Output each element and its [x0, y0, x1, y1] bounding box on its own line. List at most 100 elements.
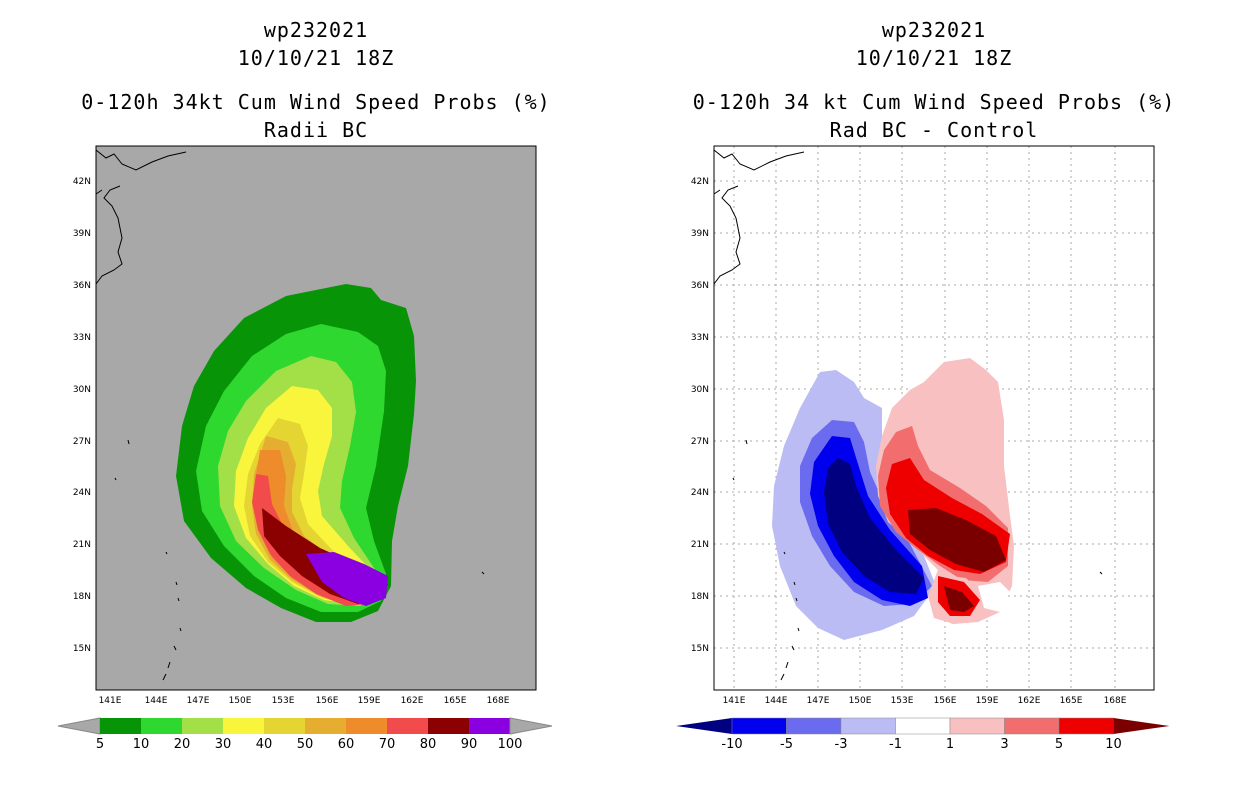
right-title-datetime: 10/10/21 18Z [855, 46, 1013, 70]
right-lon-labels: 141E 144E 147E 150E 153E 156E 159E 162E … [723, 696, 1127, 706]
left-colorbar-box [387, 718, 428, 734]
lon-label: 141E [99, 696, 122, 706]
lon-label: 150E [229, 696, 252, 706]
left-colorbar-label: 5 [96, 737, 104, 752]
lat-label: 18N [691, 592, 709, 602]
left-colorbar-low-arrow [57, 717, 101, 735]
right-title-subtitle: Rad BC - Control [829, 118, 1039, 142]
left-colorbar-label: 80 [420, 737, 437, 752]
left-colorbar-label: 50 [297, 737, 314, 752]
right-colorbar-low-arrow [676, 718, 732, 734]
right-colorbar-box [1004, 717, 1060, 735]
contour-neg-10 [824, 458, 924, 594]
contour-70 [252, 474, 382, 606]
coastline-japan-right [713, 149, 805, 285]
left-title-storm-id: wp232021 [263, 18, 369, 42]
lat-label: 18N [73, 592, 91, 602]
left-colorbar-label: 60 [338, 737, 355, 752]
lon-label: 147E [187, 696, 210, 706]
left-colorbar-label: 100 [498, 737, 523, 752]
right-colorbar-box [840, 717, 896, 735]
lat-label: 30N [73, 385, 91, 395]
right-colorbar-label: -5 [780, 737, 793, 752]
coastline-japan [95, 149, 187, 285]
lon-label: 153E [272, 696, 295, 706]
right-colorbar-box [786, 717, 842, 735]
lat-label: 15N [73, 644, 91, 654]
lat-label: 15N [691, 644, 709, 654]
lat-label: 33N [691, 333, 709, 343]
contour-neg-3 [800, 420, 932, 606]
right-title-product: 0-120h 34 kt Cum Wind Speed Probs (%) [692, 90, 1176, 114]
lat-label: 24N [691, 488, 709, 498]
lat-label: 39N [73, 229, 91, 239]
right-colorbar-box [731, 717, 787, 735]
lat-label: 33N [73, 333, 91, 343]
left-colorbar-high-arrow [509, 717, 553, 735]
right-colorbar-label: 1 [946, 737, 954, 752]
lon-label: 162E [401, 696, 424, 706]
left-colorbar-box [100, 718, 141, 734]
lat-label: 27N [691, 437, 709, 447]
right-colorbar-label: 10 [1105, 737, 1122, 752]
left-lat-labels: 42N 39N 36N 33N 30N 27N 24N 21N 18N 15N [73, 177, 91, 654]
right-colorbar-high-arrow [1113, 718, 1170, 734]
contour-pos-3 [878, 426, 1008, 582]
right-colorbar: -10 -5 -3 -1 1 3 5 10 [676, 717, 1170, 752]
contour-pos-blob [936, 574, 984, 624]
left-colorbar-box [305, 718, 346, 734]
coastline-islands [114, 439, 485, 681]
right-colorbar-box [949, 717, 1005, 735]
contour-pos-10 [908, 508, 1006, 572]
lon-label: 150E [849, 696, 872, 706]
left-colorbar-box [141, 718, 182, 734]
lon-label: 153E [891, 696, 914, 706]
right-colorbar-label: -10 [721, 737, 742, 752]
contour-40 [244, 418, 380, 604]
lon-label: 141E [723, 696, 746, 706]
left-title-product: 0-120h 34kt Cum Wind Speed Probs (%) [81, 90, 551, 114]
left-lon-labels: 141E 144E 147E 150E 153E 156E 159E 162E … [99, 696, 510, 706]
contour-50 [252, 436, 380, 604]
contour-neg-5 [810, 436, 928, 606]
left-colorbar-label: 10 [133, 737, 150, 752]
left-colorbar-box [346, 718, 387, 734]
contour-10 [196, 324, 386, 612]
lat-label: 42N [691, 177, 709, 187]
left-colorbar-box [469, 718, 510, 734]
contour-60 [256, 450, 380, 604]
right-colorbar-label: -3 [835, 737, 848, 752]
contour-pos-1 [876, 358, 1014, 624]
right-map-background [714, 146, 1154, 690]
lat-label: 21N [73, 540, 91, 550]
lon-label: 162E [1018, 696, 1041, 706]
contour-30 [234, 386, 380, 604]
right-colorbar-label: 5 [1055, 737, 1063, 752]
lon-label: 168E [1104, 696, 1127, 706]
left-colorbar-box [223, 718, 264, 734]
right-title-storm-id: wp232021 [881, 18, 987, 42]
contour-90 [306, 552, 388, 606]
zero-gap [978, 582, 1010, 612]
left-colorbar-label: 90 [461, 737, 478, 752]
coastline-islands-right [732, 439, 1103, 681]
left-title-subtitle: Radii BC [263, 118, 369, 142]
lat-label: 30N [691, 385, 709, 395]
left-colorbar-label: 40 [256, 737, 273, 752]
left-colorbar-label: 20 [174, 737, 191, 752]
right-colorbar-box [895, 717, 951, 735]
left-colorbar-label: 30 [215, 737, 232, 752]
lat-label: 21N [691, 540, 709, 550]
right-colorbar-box [1058, 717, 1114, 735]
lon-label: 156E [934, 696, 957, 706]
right-colorbar-label: -1 [889, 737, 902, 752]
lat-label: 36N [691, 281, 709, 291]
left-title-datetime: 10/10/21 18Z [237, 46, 395, 70]
contour-20 [218, 356, 379, 606]
lon-label: 144E [145, 696, 168, 706]
right-map-grid [714, 146, 1154, 690]
lat-label: 42N [73, 177, 91, 187]
lat-label: 24N [73, 488, 91, 498]
lon-label: 144E [765, 696, 788, 706]
contour-pos-blob-core [944, 586, 974, 612]
